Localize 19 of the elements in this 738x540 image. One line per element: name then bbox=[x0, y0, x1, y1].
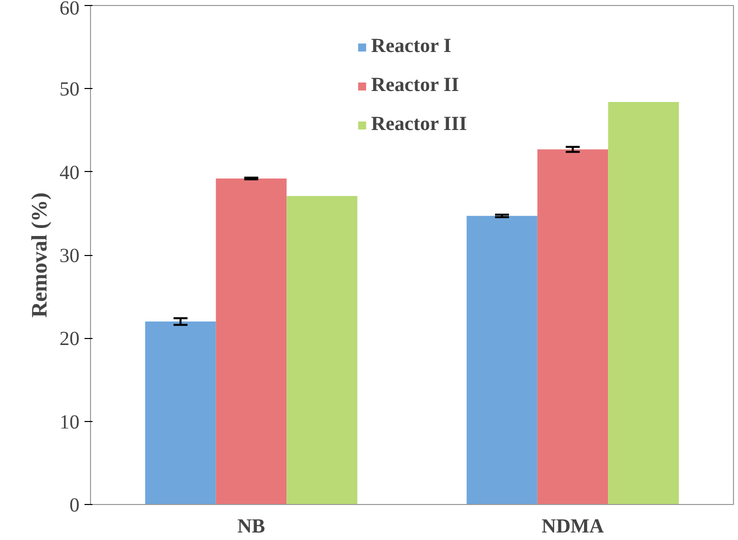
y-tick-label: 40 bbox=[60, 162, 80, 184]
y-tick-label: 0 bbox=[70, 494, 80, 516]
y-tick-label: 30 bbox=[60, 245, 80, 267]
legend-label: Reactor I bbox=[371, 35, 452, 58]
legend-label: Reactor II bbox=[371, 74, 460, 97]
bar bbox=[145, 322, 216, 504]
legend-label: Reactor III bbox=[371, 113, 467, 136]
y-tick-label: 50 bbox=[60, 78, 80, 101]
x-tick-label: NDMA bbox=[542, 516, 604, 538]
x-tick-label: NB bbox=[237, 516, 266, 538]
y-axis-title: Removal (%) bbox=[26, 192, 52, 318]
bar bbox=[466, 216, 538, 504]
bar bbox=[537, 149, 608, 504]
y-tick-label: 20 bbox=[60, 328, 80, 350]
bar bbox=[608, 102, 679, 504]
bar bbox=[216, 178, 287, 504]
bar bbox=[286, 196, 358, 504]
y-tick-label: 60 bbox=[60, 0, 80, 20]
y-tick-label: 10 bbox=[60, 411, 80, 434]
